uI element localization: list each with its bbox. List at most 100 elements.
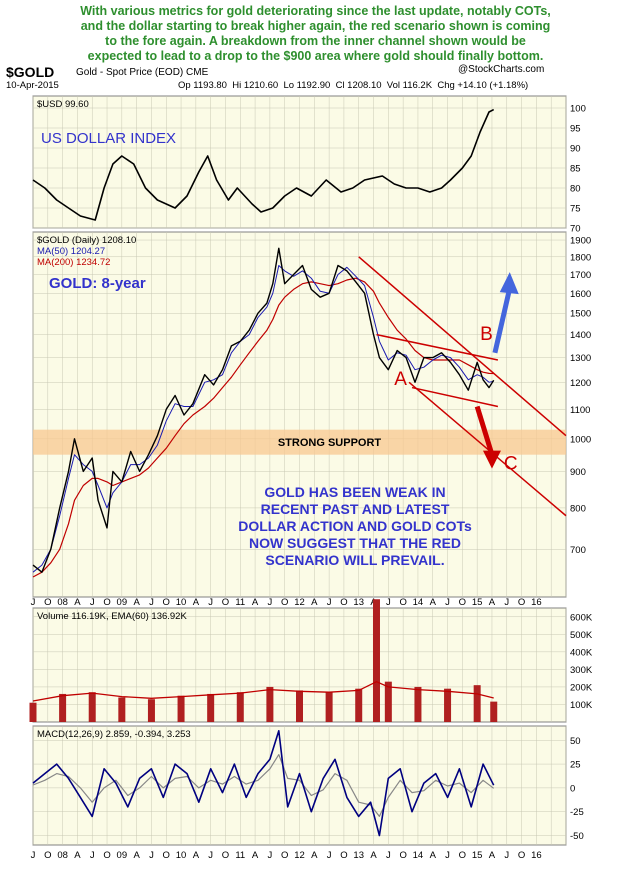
gold-axis-tick-label: 900 bbox=[570, 467, 586, 478]
volume-bar bbox=[384, 681, 392, 722]
gold-axis-tick-label: 1500 bbox=[570, 309, 591, 320]
time-axis-label-upper: O bbox=[281, 597, 288, 608]
volume-axis-tick-label: 500K bbox=[570, 630, 593, 641]
time-axis-label-upper: J bbox=[504, 597, 509, 608]
time-axis-label-upper: O bbox=[340, 597, 347, 608]
time-axis-label-lower: A bbox=[311, 850, 318, 861]
gold-commentary-line: NOW SUGGEST THAT THE RED bbox=[249, 535, 461, 551]
time-axis-label-upper: 15 bbox=[472, 597, 483, 608]
macd-axis-tick-label: 0 bbox=[570, 783, 575, 794]
usd-panel-title: US DOLLAR INDEX bbox=[41, 130, 176, 147]
blue-up-arrow-shaft bbox=[492, 287, 513, 354]
time-axis-label-lower: O bbox=[518, 850, 525, 861]
time-axis-label-upper: 11 bbox=[235, 597, 245, 608]
gold-axis-tick-label: 1200 bbox=[570, 378, 591, 389]
gold-panel-title: GOLD: 8-year bbox=[49, 275, 146, 292]
time-axis-label-upper: A bbox=[133, 597, 140, 608]
volume-bar bbox=[88, 692, 96, 722]
time-axis-label-upper: A bbox=[489, 597, 496, 608]
time-axis-label-lower: J bbox=[90, 850, 95, 861]
time-axis-label-lower: 10 bbox=[176, 850, 187, 861]
gold-axis-tick-label: 1000 bbox=[570, 434, 591, 445]
gold-axis-tick-label: 700 bbox=[570, 545, 586, 556]
volume-bar bbox=[296, 690, 303, 722]
time-axis-label-lower: J bbox=[149, 850, 154, 861]
red-channel-line bbox=[376, 333, 499, 361]
macd-axis-tick-label: 50 bbox=[570, 736, 581, 747]
gold-axis-tick-label: 1800 bbox=[570, 252, 591, 263]
macd-legend: MACD(12,26,9) 2.859, -0.394, 3.253 bbox=[37, 729, 191, 740]
time-axis-label-upper: 14 bbox=[413, 597, 424, 608]
volume-axis-tick-label: 200K bbox=[570, 682, 593, 693]
time-axis-label-lower: J bbox=[31, 850, 36, 861]
time-axis-label-upper: O bbox=[459, 597, 466, 608]
gold-commentary-line: GOLD HAS BEEN WEAK IN bbox=[264, 484, 445, 500]
strong-support-label: STRONG SUPPORT bbox=[278, 437, 382, 449]
gold-ma50-line bbox=[32, 265, 494, 573]
time-axis-label-upper: O bbox=[103, 597, 110, 608]
time-axis-label-upper: 09 bbox=[117, 597, 128, 608]
usd-axis-tick-label: 85 bbox=[570, 164, 581, 175]
time-axis-label-lower: 15 bbox=[472, 850, 483, 861]
volume-bar bbox=[207, 693, 215, 722]
time-axis-label-upper: A bbox=[430, 597, 437, 608]
gold-axis-tick-label: 1400 bbox=[570, 330, 591, 341]
time-axis-label-lower: 11 bbox=[235, 850, 245, 861]
chart-date: 10-Apr-2015 bbox=[6, 80, 59, 91]
gold-commentary-line: RECENT PAST AND LATEST bbox=[261, 501, 450, 517]
time-axis-label-lower: 13 bbox=[353, 850, 364, 861]
time-axis-label-lower: 16 bbox=[531, 850, 542, 861]
volume-bar bbox=[490, 701, 498, 722]
time-axis-label-lower: A bbox=[370, 850, 377, 861]
gold-axis-tick-label: 800 bbox=[570, 503, 586, 514]
time-axis-label-upper: A bbox=[311, 597, 318, 608]
usd-axis-tick-label: 90 bbox=[570, 144, 581, 155]
stockcharts-watermark: @StockCharts.com bbox=[458, 64, 545, 75]
volume-bar bbox=[147, 699, 155, 722]
time-axis-label-lower: O bbox=[340, 850, 347, 861]
time-axis-label-lower: A bbox=[430, 850, 437, 861]
time-axis-label-upper: 13 bbox=[353, 597, 364, 608]
gold-ma200-line bbox=[32, 277, 494, 578]
volume-bar bbox=[29, 702, 37, 722]
volume-axis-tick-label: 400K bbox=[570, 647, 593, 658]
volume-ema-line bbox=[32, 681, 494, 702]
time-axis-label-lower: 14 bbox=[413, 850, 424, 861]
blue-up-arrow-head bbox=[499, 272, 519, 295]
red-down-arrow-head bbox=[482, 450, 501, 469]
time-axis-label-upper: 10 bbox=[176, 597, 187, 608]
macd-line bbox=[32, 729, 495, 837]
time-axis-label-lower: A bbox=[193, 850, 200, 861]
time-axis-label-lower: O bbox=[459, 850, 466, 861]
time-axis-label-lower: A bbox=[74, 850, 81, 861]
time-axis-label-upper: 16 bbox=[531, 597, 542, 608]
time-axis-label-lower: O bbox=[222, 850, 229, 861]
usd-series-line bbox=[32, 108, 495, 221]
volume-bar bbox=[355, 688, 363, 722]
time-axis-label-lower: O bbox=[44, 850, 51, 861]
time-axis-label-upper: J bbox=[327, 597, 332, 608]
time-axis-label-upper: J bbox=[445, 597, 450, 608]
gold-commentary-line: DOLLAR ACTION AND GOLD COTs bbox=[238, 518, 472, 534]
time-axis-label-lower: O bbox=[281, 850, 288, 861]
usd-axis-tick-label: 95 bbox=[570, 124, 581, 135]
point-b-label: B bbox=[480, 324, 493, 345]
volume-bar bbox=[266, 686, 274, 722]
gold-commentary-line: SCENARIO WILL PREVAIL. bbox=[265, 552, 444, 568]
volume-bar bbox=[325, 692, 333, 722]
time-axis-label-lower: 08 bbox=[57, 850, 68, 861]
usd-axis-tick-label: 100 bbox=[570, 104, 586, 115]
point-c-label: C bbox=[504, 454, 518, 475]
macd-axis-tick-label: 25 bbox=[570, 760, 581, 771]
time-axis-label-upper: O bbox=[44, 597, 51, 608]
time-axis-label-upper: J bbox=[90, 597, 95, 608]
time-axis-label-lower: J bbox=[386, 850, 391, 861]
price-stats: Op 1193.80 Hi 1210.60 Lo 1192.90 Cl 1208… bbox=[178, 80, 529, 91]
time-axis-label-lower: J bbox=[268, 850, 273, 861]
time-axis-label-upper: O bbox=[222, 597, 229, 608]
symbol-description: Gold - Spot Price (EOD) CME bbox=[76, 67, 209, 78]
time-axis-label-upper: O bbox=[518, 597, 525, 608]
time-axis-label-lower: A bbox=[489, 850, 496, 861]
usd-legend: $USD 99.60 bbox=[37, 99, 89, 110]
usd-axis-tick-label: 70 bbox=[570, 224, 581, 235]
